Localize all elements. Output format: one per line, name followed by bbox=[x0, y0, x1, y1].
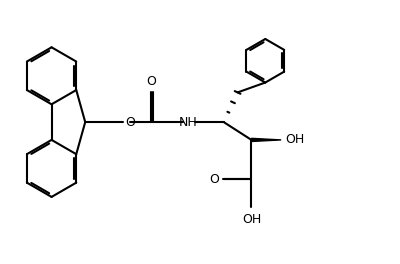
Text: OH: OH bbox=[242, 213, 261, 226]
Text: OH: OH bbox=[285, 133, 304, 147]
Text: O: O bbox=[125, 116, 135, 129]
Text: NH: NH bbox=[179, 116, 198, 129]
Text: O: O bbox=[209, 173, 219, 186]
Text: O: O bbox=[146, 75, 156, 88]
Polygon shape bbox=[252, 138, 281, 142]
